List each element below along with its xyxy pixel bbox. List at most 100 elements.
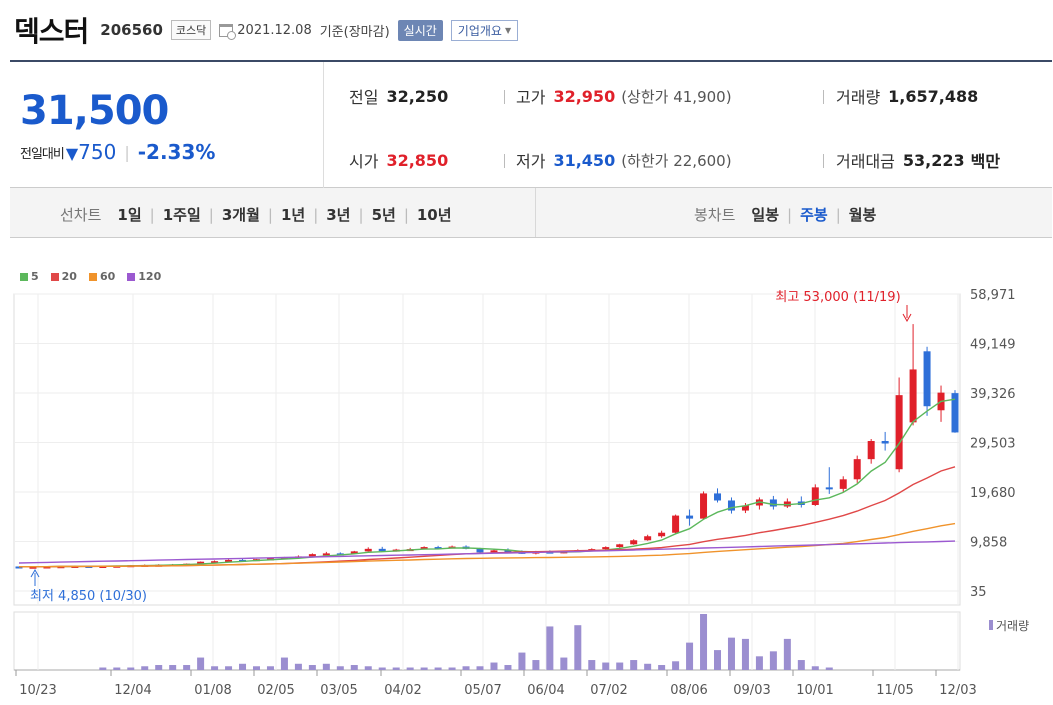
y-tick-label: 49,149 xyxy=(970,337,1016,352)
volume-bar xyxy=(322,663,330,670)
realtime-button[interactable]: 실시간 xyxy=(397,19,443,41)
line-period-6[interactable]: 10년 xyxy=(416,206,452,224)
line-period-2[interactable]: 3개월 xyxy=(221,206,260,224)
divider xyxy=(535,188,536,237)
candle-body xyxy=(825,487,833,490)
volume-bar xyxy=(211,666,219,670)
line-period-0[interactable]: 1일 xyxy=(117,206,142,224)
volume-bar xyxy=(490,662,498,670)
high-value: 32,950 xyxy=(553,86,616,106)
change-value: ▼750 xyxy=(66,140,117,164)
line-period-5[interactable]: 5년 xyxy=(371,206,396,224)
divider: | xyxy=(124,142,130,162)
volume-bar xyxy=(658,665,666,670)
line-period-3[interactable]: 1년 xyxy=(280,206,306,224)
x-tick-label: 10/01 xyxy=(796,683,833,698)
candle-period-0[interactable]: 일봉 xyxy=(751,206,780,224)
candle-body xyxy=(504,550,512,553)
line-period-1[interactable]: 1주일 xyxy=(162,206,201,224)
volume-legend-label: 거래량 xyxy=(996,619,1029,633)
volume-bar xyxy=(392,667,400,670)
candle-body xyxy=(85,565,93,568)
volume-bar xyxy=(308,665,316,670)
volume-bar xyxy=(127,667,135,670)
divider: | xyxy=(149,205,155,224)
volume-value: 1,657,488 xyxy=(888,86,979,106)
change-amount: 750 xyxy=(78,140,117,164)
volume-bar xyxy=(183,665,191,670)
open-value: 32,850 xyxy=(386,150,449,170)
candle-body xyxy=(57,566,65,569)
divider xyxy=(823,154,824,168)
x-tick-label: 12/04 xyxy=(114,683,151,698)
legend-item-ma120: 120 xyxy=(127,270,161,283)
x-tick-label: 08/06 xyxy=(670,683,707,698)
legend-item-ma5: 5 xyxy=(20,270,39,283)
volume-bar xyxy=(99,667,107,670)
volume-bar xyxy=(420,667,428,670)
candle-period-2[interactable]: 월봉 xyxy=(848,206,877,224)
x-tick-label: 11/05 xyxy=(876,683,913,698)
x-tick-label: 03/05 xyxy=(320,683,357,698)
candle-body xyxy=(420,547,428,550)
volume-bar xyxy=(336,666,344,670)
x-tick-label: 02/05 xyxy=(257,683,294,698)
candle-body xyxy=(797,501,805,506)
low-label: 저가 xyxy=(516,152,546,171)
volume-bar xyxy=(476,666,484,670)
stock-header: 덱스터 206560 코스닥 2021.12.08 기준(장마감) 실시간 기업… xyxy=(14,8,519,52)
candle-body xyxy=(252,559,260,562)
volume-bar xyxy=(280,657,288,670)
candle-body xyxy=(336,553,344,556)
x-tick-label: 07/02 xyxy=(590,683,627,698)
candle-body xyxy=(839,479,847,489)
divider: | xyxy=(208,205,214,224)
volume-bar xyxy=(616,662,624,670)
candle-period-1[interactable]: 주봉 xyxy=(800,206,828,224)
y-tick-label: 35 xyxy=(970,585,987,600)
volume-bar xyxy=(518,652,526,670)
high-arrow-icon xyxy=(902,313,912,323)
candle-body xyxy=(630,540,638,545)
prev-label: 전일대비 xyxy=(20,146,65,162)
candle-chart-options: 봉차트 일봉 | 주봉 | 월봉 xyxy=(694,204,876,225)
candle-body xyxy=(43,566,51,569)
volume-legend-swatch xyxy=(989,620,993,630)
divider: | xyxy=(835,205,841,224)
company-overview-button[interactable]: 기업개요 ▼ xyxy=(450,19,519,41)
volume-bar xyxy=(574,625,582,670)
x-tick-label: 09/03 xyxy=(733,683,770,698)
volume-bar xyxy=(630,660,638,670)
candle-body xyxy=(15,566,23,569)
volume-bar xyxy=(113,667,121,670)
volume-bar xyxy=(504,665,512,670)
x-tick-label: 12/03 xyxy=(939,683,976,698)
open-cell: 시가 32,850 xyxy=(349,148,448,172)
quote-basis: 기준(장마감) xyxy=(319,24,390,40)
change-rate: -2.33% xyxy=(137,140,216,164)
candle-body xyxy=(853,459,861,480)
candle-body xyxy=(881,441,889,444)
volume-bar xyxy=(797,660,805,670)
volume-bar xyxy=(266,666,274,670)
price-plot-frame xyxy=(13,293,961,606)
candle-body xyxy=(406,549,414,552)
stock-name: 덱스터 xyxy=(14,15,89,48)
line-period-4[interactable]: 3년 xyxy=(326,206,351,224)
volume-bar xyxy=(644,663,652,670)
volume-bar xyxy=(294,663,302,670)
volume-bar xyxy=(560,657,568,670)
amount-unit: 백만 xyxy=(970,152,1001,171)
divider xyxy=(823,90,824,104)
candle-chart-label: 봉차트 xyxy=(694,206,736,224)
line-chart-label: 선차트 xyxy=(60,206,102,224)
divider: | xyxy=(787,205,793,224)
upper-limit: (상한가 41,900) xyxy=(621,87,732,106)
volume-bar xyxy=(783,638,791,670)
lower-limit: (하한가 22,600) xyxy=(621,151,732,170)
ma20-line xyxy=(19,466,956,568)
volume-bar xyxy=(714,650,722,670)
candle-body xyxy=(197,561,205,564)
candle-body xyxy=(783,501,791,507)
candle-body xyxy=(490,550,498,553)
